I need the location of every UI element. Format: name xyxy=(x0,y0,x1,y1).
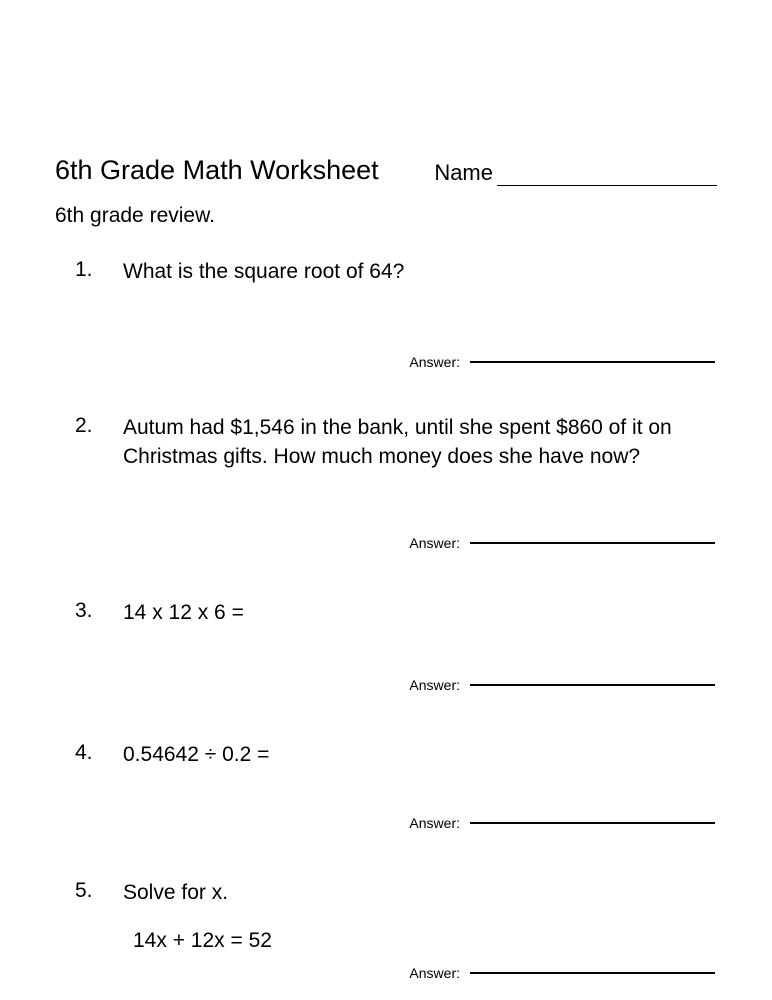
question-3-text: 14 x 12 x 6 = xyxy=(123,599,717,627)
question-4: 4. 0.54642 ÷ 0.2 = xyxy=(75,741,717,769)
answer-row-4: Answer: xyxy=(75,815,717,831)
question-2: 2. Autum had $1,546 in the bank, until s… xyxy=(75,414,717,471)
questions-container: 1. What is the square root of 64? Answer… xyxy=(55,258,717,981)
question-4-text: 0.54642 ÷ 0.2 = xyxy=(123,741,717,769)
answer-label-2: Answer: xyxy=(409,535,460,551)
question-1: 1. What is the square root of 64? xyxy=(75,258,717,286)
worksheet-header: 6th Grade Math Worksheet Name xyxy=(55,155,717,186)
question-4-number: 4. xyxy=(75,741,123,765)
question-2-text: Autum had $1,546 in the bank, until she … xyxy=(123,414,717,471)
answer-line-1[interactable] xyxy=(470,361,715,363)
answer-label-5: Answer: xyxy=(409,965,460,981)
answer-line-4[interactable] xyxy=(470,822,715,824)
worksheet-subtitle: 6th grade review. xyxy=(55,204,717,228)
question-1-number: 1. xyxy=(75,258,123,282)
answer-row-1: Answer: xyxy=(75,354,717,370)
answer-row-5: Answer: xyxy=(75,965,717,981)
answer-line-3[interactable] xyxy=(470,684,715,686)
name-field: Name xyxy=(434,160,717,186)
answer-row-2: Answer: xyxy=(75,535,717,551)
answer-label-4: Answer: xyxy=(409,815,460,831)
answer-line-5[interactable] xyxy=(470,972,715,974)
answer-row-3: Answer: xyxy=(75,677,717,693)
answer-label-1: Answer: xyxy=(409,354,460,370)
question-3-number: 3. xyxy=(75,599,123,623)
question-5-number: 5. xyxy=(75,879,123,903)
question-2-number: 2. xyxy=(75,414,123,438)
question-3: 3. 14 x 12 x 6 = xyxy=(75,599,717,627)
worksheet-title: 6th Grade Math Worksheet xyxy=(55,155,379,186)
question-1-text: What is the square root of 64? xyxy=(123,258,717,286)
question-5: 5. Solve for x. xyxy=(75,879,717,907)
question-5-text: Solve for x. xyxy=(123,879,717,907)
question-5-subtext: 14x + 12x = 52 xyxy=(133,929,717,953)
answer-label-3: Answer: xyxy=(409,677,460,693)
answer-line-2[interactable] xyxy=(470,542,715,544)
name-input-line[interactable] xyxy=(497,185,717,186)
name-label: Name xyxy=(434,160,493,186)
